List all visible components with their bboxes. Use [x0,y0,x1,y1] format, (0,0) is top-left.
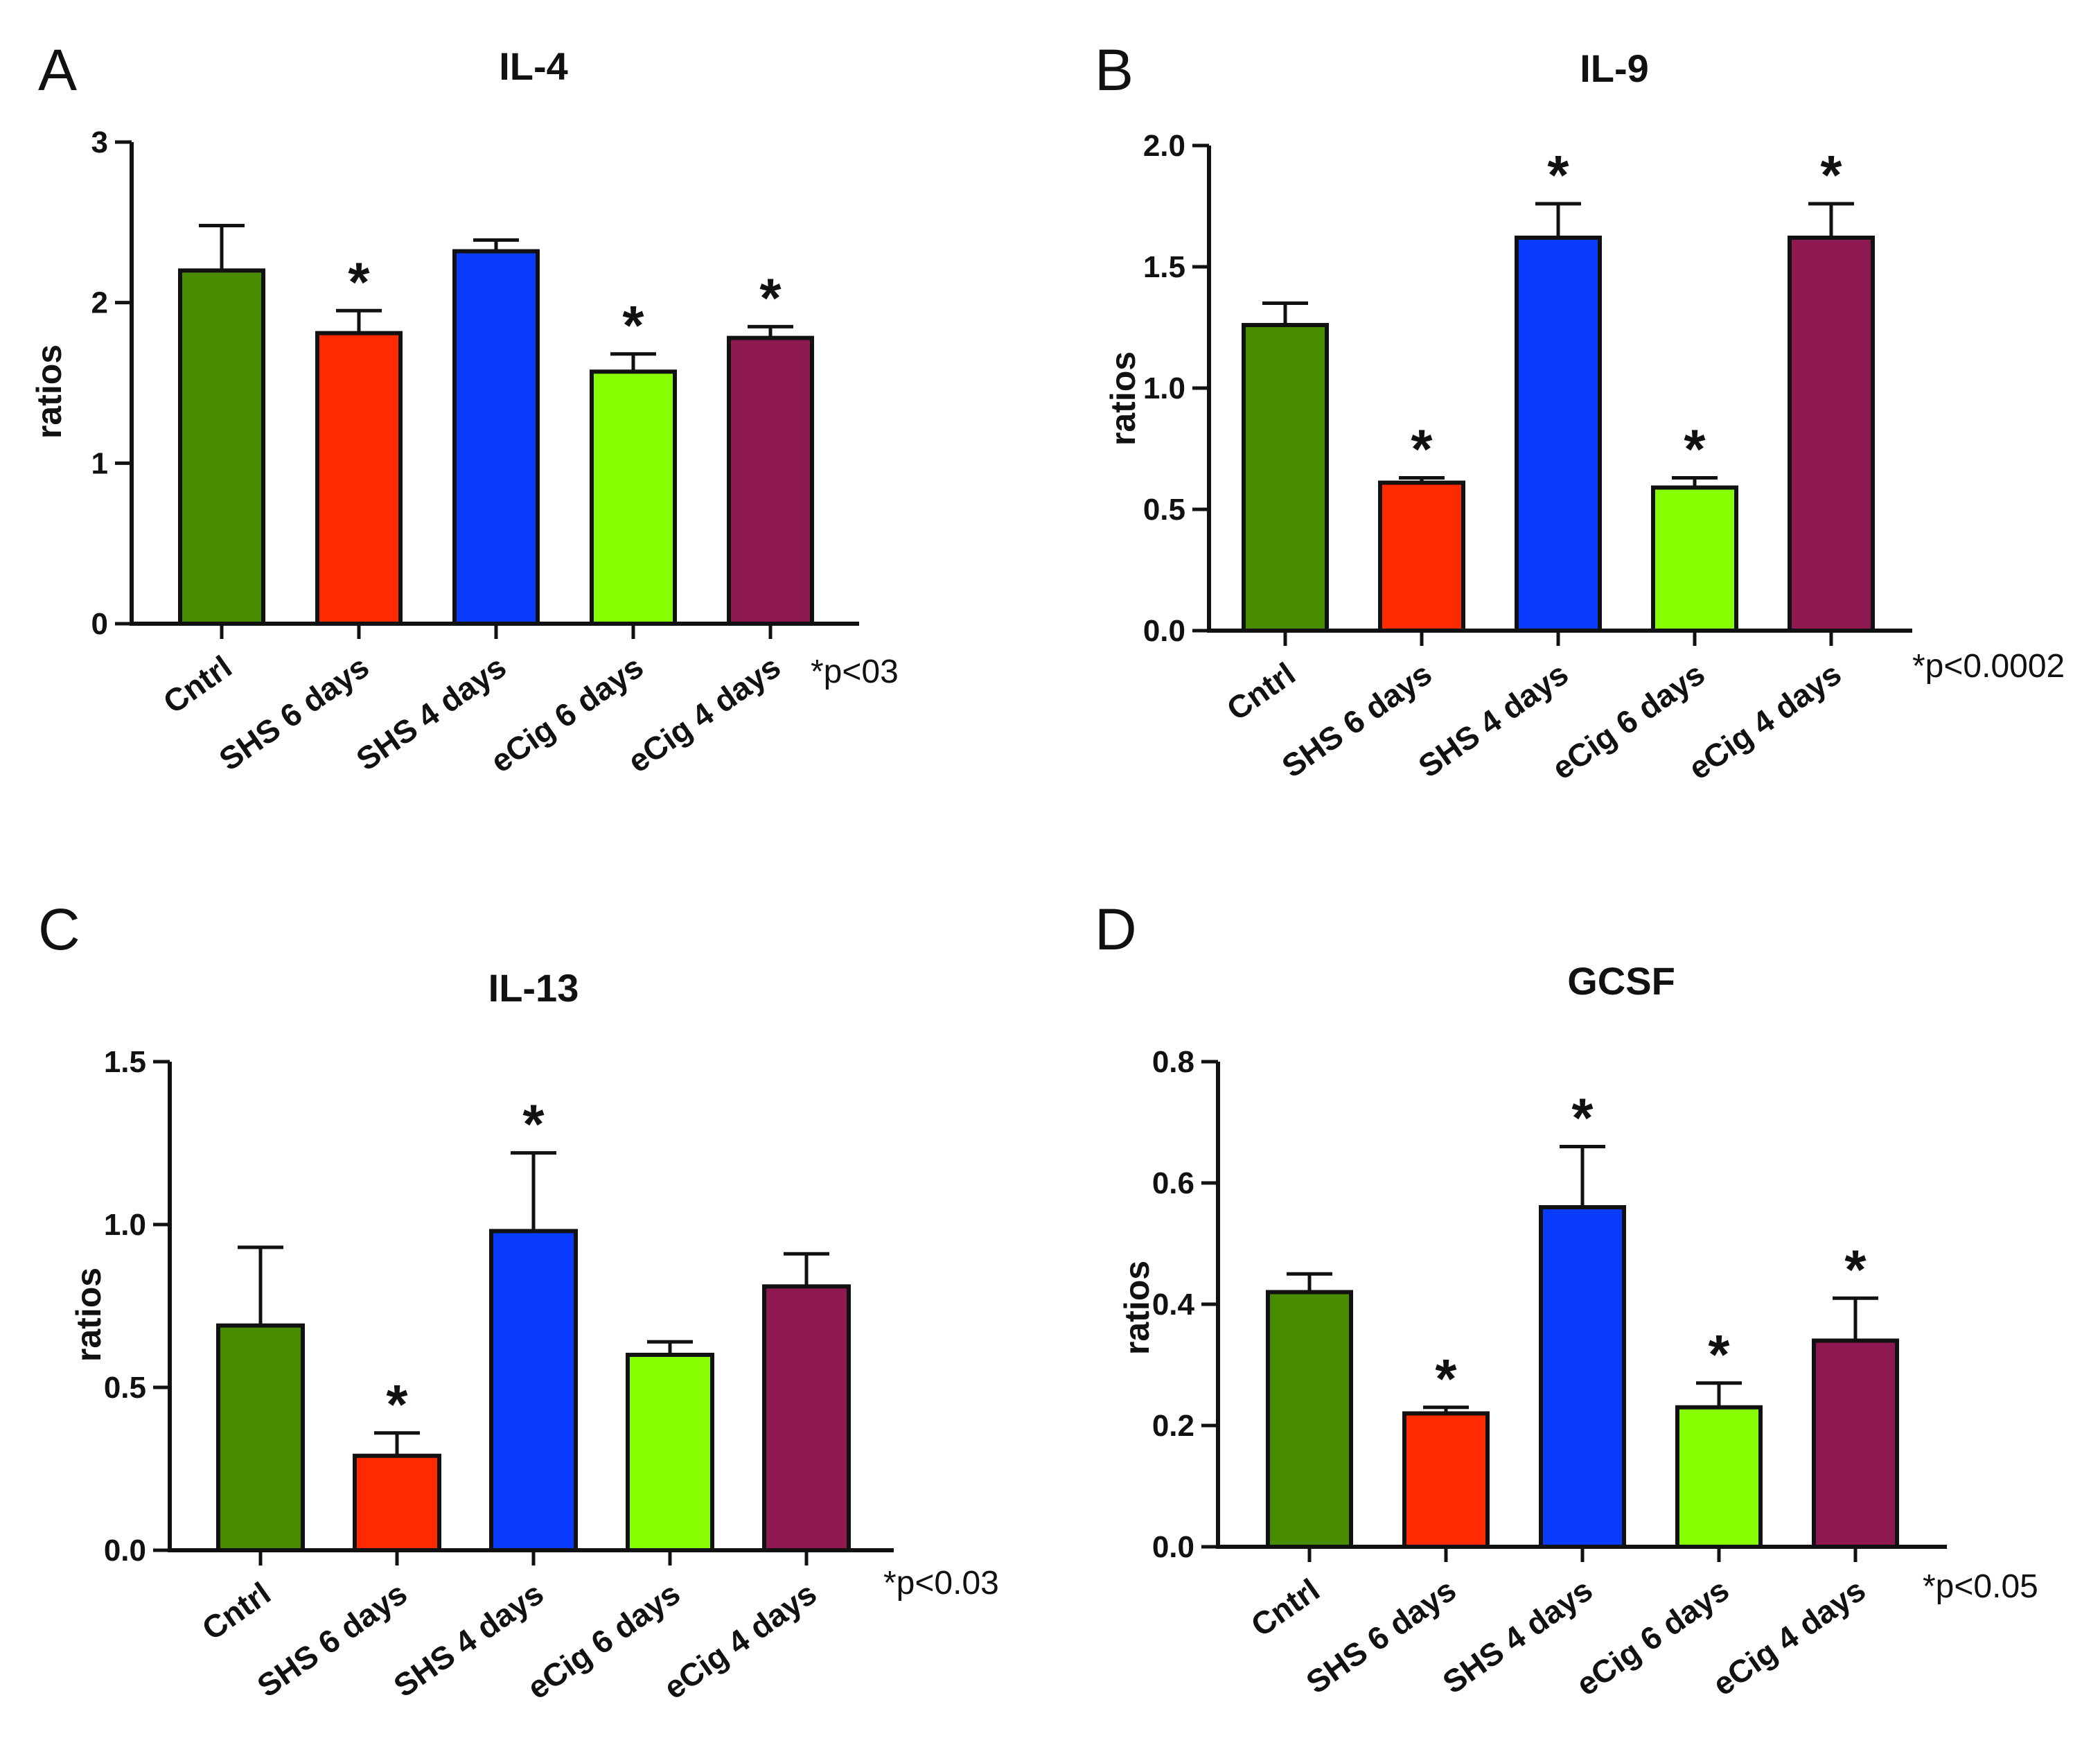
y-tick-label-3: 1.5 [1143,250,1185,284]
bar-1 [1378,480,1465,633]
bar-1 [353,1453,441,1552]
y-axis-label: ratios [69,1268,108,1362]
bar-4 [1788,236,1875,633]
significance-marker-2: * [522,1094,545,1155]
bar-0 [216,1323,305,1552]
panel-letter: C [38,897,80,962]
bar-0 [1242,323,1329,633]
bar-0 [1266,1290,1353,1549]
p-value-note: *p<03 [811,654,899,690]
bar-3 [1675,1405,1763,1549]
y-tick-label-3: 1.5 [104,1045,146,1079]
y-tick-label-3: 3 [91,125,108,159]
y-tick-label-1: 0.2 [1152,1409,1194,1443]
y-tick-label-2: 0.4 [1152,1288,1195,1322]
bar-0 [178,268,265,626]
significance-marker-4: * [759,267,782,328]
bar-2 [1515,236,1602,633]
chart-title: GCSF [1567,959,1675,1003]
bar-4 [762,1284,851,1553]
bar-2 [489,1229,578,1553]
significance-marker-1: * [1435,1348,1457,1410]
bar-1 [315,331,403,626]
bar-3 [1651,485,1738,633]
panel-letter: B [1095,37,1133,103]
panel-letter: D [1095,897,1137,962]
significance-marker-1: * [1411,419,1433,480]
y-tick-label-2: 2 [91,286,108,320]
y-tick-label-2: 1.0 [1143,371,1185,405]
bar-3 [626,1353,714,1552]
y-tick-label-1: 1 [91,446,108,480]
bar-4 [1812,1338,1899,1549]
y-tick-label-0: 0.0 [1152,1530,1194,1564]
bar-2 [452,249,540,626]
significance-marker-2: * [1547,144,1569,206]
y-tick-label-0: 0 [91,607,108,641]
significance-marker-4: * [1820,144,1842,206]
bar-1 [1402,1411,1490,1549]
y-tick-label-0: 0.0 [104,1534,146,1568]
chart-title: IL-4 [499,44,568,88]
y-axis-label: ratios [1104,351,1142,446]
significance-marker-3: * [622,295,644,356]
y-tick-label-1: 0.5 [1143,493,1185,527]
y-tick-label-1: 0.5 [104,1371,146,1405]
significance-marker-3: * [1684,419,1706,480]
y-tick-label-4: 2.0 [1143,129,1185,163]
y-tick-label-0: 0.0 [1143,614,1185,648]
y-tick-label-4: 0.8 [1152,1045,1194,1079]
y-tick-label-2: 1.0 [104,1208,146,1242]
y-axis-label: ratios [30,344,69,439]
significance-marker-4: * [1844,1238,1867,1300]
p-value-note: *p<0.05 [1923,1568,2038,1605]
significance-marker-3: * [1708,1324,1730,1385]
significance-marker-1: * [386,1374,408,1435]
y-axis-label: ratios [1118,1261,1156,1355]
p-value-note: *p<0.03 [883,1565,999,1602]
chart-title: IL-13 [488,966,579,1010]
bar-3 [590,369,677,626]
panel-letter: A [38,37,77,103]
bar-4 [727,335,814,626]
chart-title: IL-9 [1580,46,1649,90]
y-tick-label-3: 0.6 [1152,1166,1194,1200]
bar-2 [1539,1205,1626,1549]
p-value-note: *p<0.0002 [1912,648,2065,685]
significance-marker-2: * [1571,1087,1594,1149]
significance-marker-1: * [348,251,370,313]
